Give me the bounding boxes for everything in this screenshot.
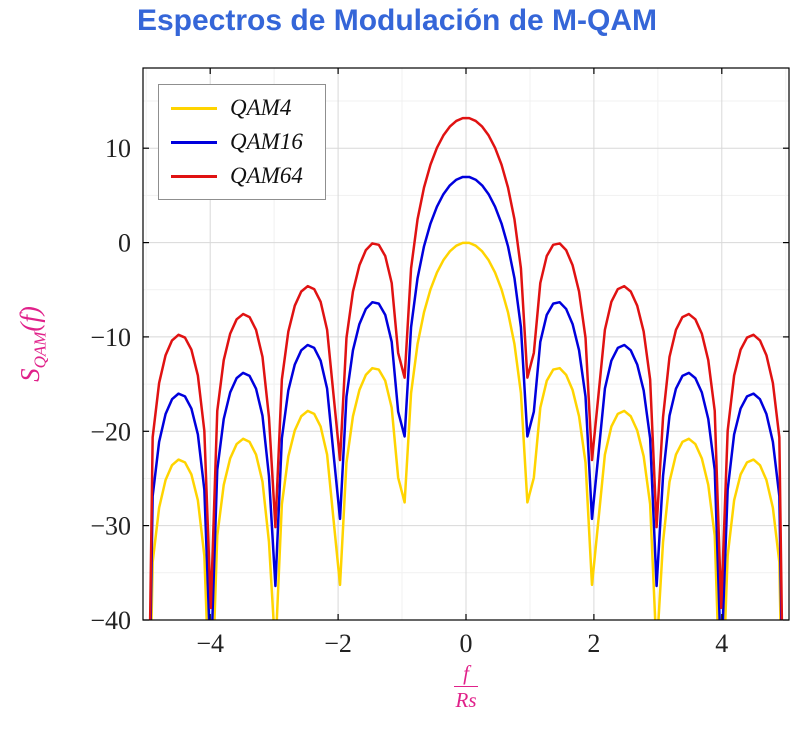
x-tick-label: −4 bbox=[196, 629, 224, 658]
y-label-suffix: (f) bbox=[15, 306, 45, 332]
legend-label-qam16: QAM16 bbox=[230, 129, 303, 154]
x-tick-label: 4 bbox=[715, 629, 728, 658]
x-tick-label: 0 bbox=[460, 629, 473, 658]
y-tick-label: −10 bbox=[90, 323, 131, 352]
legend-item-qam64: QAM64 bbox=[171, 163, 303, 189]
y-axis-label: SQAM(f) bbox=[15, 269, 49, 419]
legend-label-qam64: QAM64 bbox=[230, 163, 303, 188]
legend: QAM4 QAM16 QAM64 bbox=[158, 84, 326, 200]
y-tick-label: −30 bbox=[90, 512, 131, 541]
legend-item-qam4: QAM4 bbox=[171, 95, 303, 121]
legend-line-sample-qam4 bbox=[171, 106, 217, 110]
x-axis-label: f Rs bbox=[421, 661, 511, 712]
legend-line-sample-qam64 bbox=[171, 174, 217, 178]
x-label-fraction: f Rs bbox=[454, 661, 478, 712]
chart-title: Espectros de Modulación de M-QAM bbox=[136, 4, 658, 37]
x-label-denominator: Rs bbox=[455, 688, 477, 713]
x-tick-label: 2 bbox=[587, 629, 600, 658]
y-tick-label: −40 bbox=[90, 606, 131, 635]
x-label-numerator: f bbox=[454, 661, 478, 688]
y-label-subscript: QAM bbox=[30, 331, 50, 369]
y-tick-label: 0 bbox=[118, 229, 131, 258]
x-tick-label: −2 bbox=[324, 629, 352, 658]
legend-item-qam16: QAM16 bbox=[171, 129, 303, 155]
y-label-base: S bbox=[15, 368, 45, 382]
y-tick-label: −20 bbox=[90, 417, 131, 446]
legend-line-sample-qam16 bbox=[171, 140, 217, 144]
y-tick-label: 10 bbox=[105, 134, 131, 163]
legend-label-qam4: QAM4 bbox=[230, 95, 292, 120]
